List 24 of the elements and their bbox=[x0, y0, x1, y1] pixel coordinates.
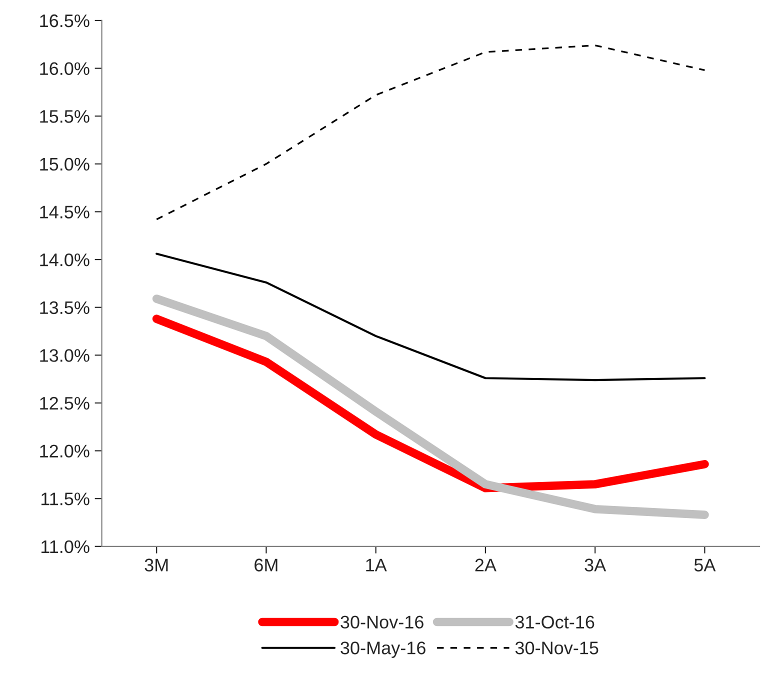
x-tick-label: 1A bbox=[366, 558, 387, 572]
y-tick-label: 13.5% bbox=[40, 301, 90, 314]
y-tick-label: 16.5% bbox=[40, 14, 90, 28]
x-tick-label: 5A bbox=[694, 558, 716, 572]
legend-label: 31-Oct-16 bbox=[515, 616, 594, 629]
y-tick-label: 14.5% bbox=[40, 206, 90, 218]
x-tick-label: 6M bbox=[254, 558, 278, 572]
line-series bbox=[156, 252, 706, 382]
x-tick-label: 3A bbox=[584, 558, 606, 572]
y-tick-label: 11.0% bbox=[42, 540, 90, 554]
x-tick-label: 2A bbox=[475, 558, 496, 572]
y-tick-label: 12.5% bbox=[40, 396, 90, 410]
legend-label: 30-May-16 bbox=[340, 642, 426, 658]
x-tick-label: 3M bbox=[144, 558, 168, 572]
y-tick-label: 11.5% bbox=[42, 492, 90, 506]
legend-label: 30-Nov-15 bbox=[515, 642, 598, 654]
y-tick-label: 16.0% bbox=[40, 62, 90, 76]
y-tick-label: 15.0% bbox=[40, 158, 90, 171]
y-tick-label: 12.0% bbox=[40, 444, 90, 458]
y-tick-label: 13.0% bbox=[40, 349, 90, 362]
y-tick-label: 14.0% bbox=[40, 253, 90, 266]
y-tick-label: 15.5% bbox=[40, 110, 90, 123]
line-series bbox=[156, 44, 706, 220]
legend-label: 30-Nov-16 bbox=[340, 616, 424, 629]
